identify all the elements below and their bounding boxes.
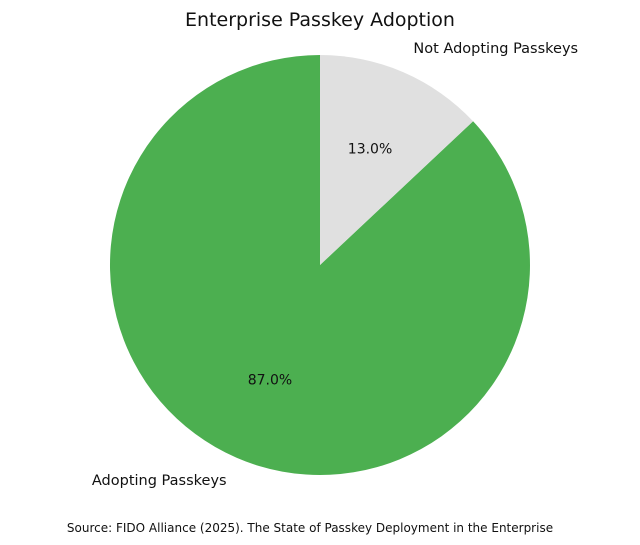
slice-value-label-adopting-passkeys: 87.0%	[248, 373, 292, 389]
pie-labels: Adopting Passkeys 87.0% Not Adopting Passk…	[92, 41, 578, 489]
chart-title: Enterprise Passkey Adoption	[185, 9, 455, 31]
slice-label-adopting-passkeys: Adopting Passkeys	[92, 473, 227, 489]
slice-label-not-adopting-passkeys: Not Adopting Passkeys	[413, 41, 578, 57]
pie-slice-not-adopting-passkeys	[320, 55, 474, 265]
slice-value-label-not-adopting-passkeys: 13.0%	[348, 141, 392, 157]
chart-source-note: Source: FIDO Alliance (2025). The State …	[67, 521, 553, 535]
pie-slice-adopting-passkeys	[109, 55, 530, 476]
pie-slices	[109, 55, 530, 476]
